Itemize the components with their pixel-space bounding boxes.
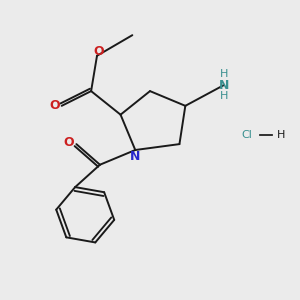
Text: O: O <box>49 99 60 112</box>
Text: H: H <box>277 130 285 140</box>
Text: Cl: Cl <box>242 130 253 140</box>
Text: N: N <box>218 79 229 92</box>
Text: H: H <box>219 92 228 101</box>
Text: O: O <box>93 45 104 58</box>
Text: O: O <box>64 136 74 149</box>
Text: N: N <box>130 150 140 163</box>
Text: H: H <box>219 69 228 79</box>
